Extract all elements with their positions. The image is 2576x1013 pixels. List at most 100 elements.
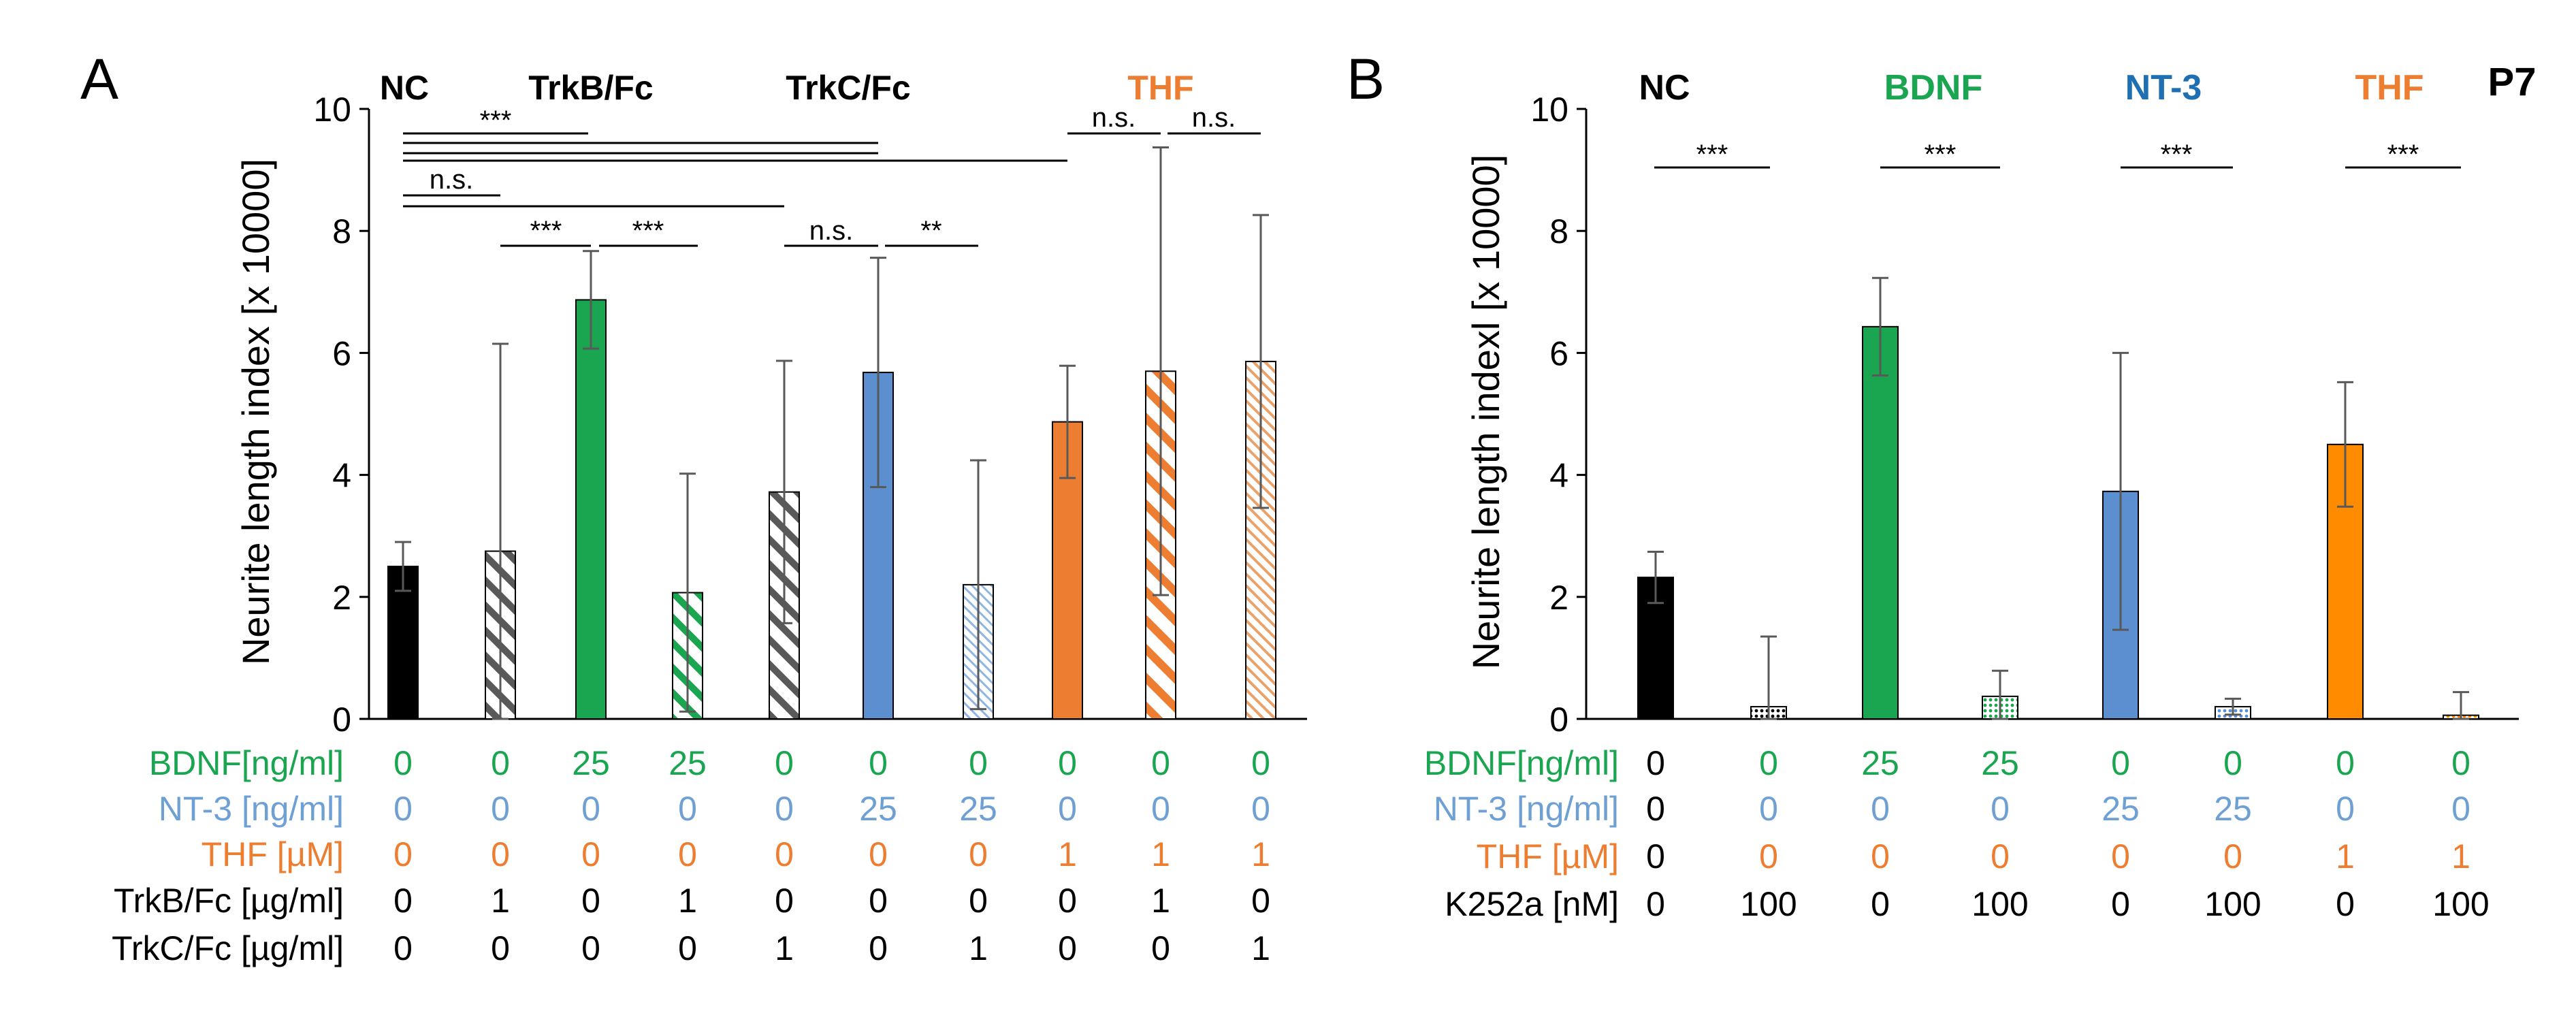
- condition-value: 0: [2451, 744, 2470, 782]
- condition-value: 0: [678, 929, 697, 967]
- panel-a-y-ticks: 0 2 4 6 8 10: [313, 91, 369, 739]
- condition-value: 100: [2204, 885, 2261, 923]
- condition-value: 0: [1151, 929, 1170, 967]
- condition-row-label: NT-3 [ng/ml]: [159, 790, 344, 828]
- y-tick-label: 10: [313, 91, 351, 129]
- panel-b-y-ticks: 0 2 4 6 8 10: [1530, 91, 1586, 739]
- condition-row-label: BDNF[ng/ml]: [149, 744, 344, 782]
- condition-value: 0: [2336, 744, 2355, 782]
- condition-value: 0: [1646, 790, 1665, 828]
- condition-value: 0: [1058, 790, 1077, 828]
- panel-b-tag: P7: [2488, 60, 2537, 104]
- condition-value: 0: [491, 744, 510, 782]
- y-tick-label: 6: [332, 334, 351, 372]
- condition-value: 0: [1991, 837, 2010, 875]
- panel-a-header-trkb: TrkB/Fc: [528, 69, 653, 107]
- condition-value: 0: [1871, 885, 1890, 923]
- condition-value: 0: [393, 790, 413, 828]
- condition-value: 0: [678, 790, 697, 828]
- condition-value: 1: [1251, 835, 1270, 873]
- condition-value: 100: [2432, 885, 2489, 923]
- condition-value: 0: [2336, 790, 2355, 828]
- panel-b-header-bdnf: BDNF: [1884, 68, 1982, 108]
- y-tick-label: 0: [332, 701, 351, 739]
- sig-label: ***: [1696, 140, 1728, 170]
- condition-row-label: BDNF[ng/ml]: [1424, 744, 1619, 782]
- sig-label: **: [920, 216, 941, 246]
- condition-value: 0: [869, 744, 888, 782]
- panel-a-significance: [403, 132, 1261, 247]
- sig-label: n.s.: [1192, 103, 1236, 133]
- condition-value: 0: [2223, 837, 2242, 875]
- condition-value: 1: [1251, 929, 1270, 967]
- condition-value: 0: [2111, 837, 2130, 875]
- sig-label: n.s.: [809, 216, 853, 246]
- y-tick-label: 0: [1549, 701, 1568, 739]
- condition-value: 1: [2336, 837, 2355, 875]
- condition-value: 0: [1251, 882, 1270, 920]
- panel-a-header-trkc: TrkC/Fc: [786, 69, 910, 107]
- condition-value: 0: [1646, 885, 1665, 923]
- sig-label: ***: [2161, 140, 2193, 170]
- panel-a-header-nc: NC: [380, 69, 429, 107]
- panel-a-bars: [387, 146, 1276, 720]
- condition-value: 0: [1251, 744, 1270, 782]
- condition-value: 0: [1058, 744, 1077, 782]
- condition-value: 25: [1981, 744, 2019, 782]
- condition-value: 1: [1151, 835, 1170, 873]
- condition-value: 0: [1058, 882, 1077, 920]
- panel-b-condition-table: BDNF[ng/ml] 0 0 25 25 0 0 0 0 NT-3 [ng/ml] 0 0 0 0 25 2…: [1424, 744, 2490, 923]
- condition-value: 0: [869, 929, 888, 967]
- condition-value: 0: [1759, 744, 1778, 782]
- y-tick-label: 8: [1549, 212, 1568, 251]
- condition-value: 0: [581, 882, 600, 920]
- panel-b-header-nt3: NT-3: [2125, 68, 2202, 108]
- condition-value: 0: [969, 835, 988, 873]
- condition-value: 0: [1646, 837, 1665, 875]
- condition-value: 0: [775, 790, 794, 828]
- condition-value: 0: [2111, 744, 2130, 782]
- condition-value: 0: [491, 929, 510, 967]
- condition-value: 0: [1991, 790, 2010, 828]
- condition-value: 0: [2223, 744, 2242, 782]
- condition-row-label: TrkC/Fc [µg/ml]: [112, 929, 344, 967]
- condition-value: 0: [869, 882, 888, 920]
- condition-value: 0: [581, 790, 600, 828]
- condition-value: 0: [775, 882, 794, 920]
- condition-value: 0: [393, 929, 413, 967]
- condition-value: 100: [1971, 885, 2028, 923]
- bar: [1862, 325, 1899, 720]
- condition-value: 25: [1861, 744, 1899, 782]
- condition-value: 0: [1151, 744, 1170, 782]
- sig-label: ***: [632, 216, 664, 246]
- sig-label: ***: [480, 106, 512, 135]
- y-tick-label: 2: [332, 579, 351, 617]
- condition-value: 1: [969, 929, 988, 967]
- condition-value: 0: [678, 835, 697, 873]
- condition-value: 0: [1871, 837, 1890, 875]
- condition-value: 0: [1058, 929, 1077, 967]
- condition-value: 25: [2102, 790, 2140, 828]
- condition-value: 0: [2336, 885, 2355, 923]
- condition-value: 1: [1151, 882, 1170, 920]
- sig-label: n.s.: [1092, 103, 1136, 133]
- panel-b: B P7 Neurite length indexl [x 10000] 0 2 4…: [1347, 47, 2536, 923]
- condition-row-label: THF [µM]: [202, 835, 344, 873]
- y-tick-label: 8: [332, 212, 351, 251]
- condition-value: 0: [1759, 790, 1778, 828]
- condition-value: 0: [969, 744, 988, 782]
- condition-value: 1: [775, 929, 794, 967]
- bar: [575, 299, 607, 720]
- condition-value: 0: [1251, 790, 1270, 828]
- sig-label: ***: [2387, 140, 2419, 170]
- condition-value: 0: [969, 882, 988, 920]
- condition-value: 25: [2214, 790, 2252, 828]
- y-tick-label: 6: [1549, 334, 1568, 372]
- condition-value: 100: [1740, 885, 1797, 923]
- panel-a-condition-table: BDNF[ng/ml] 0 0 25 25 0 0 0 0 0 0 NT-3 [ng/ml] 0 0 0 0 0…: [112, 744, 1270, 967]
- condition-value: 0: [393, 835, 413, 873]
- condition-value: 0: [2451, 790, 2470, 828]
- condition-value: 0: [1151, 790, 1170, 828]
- panel-b-y-axis-label: Neurite length indexl [x 10000]: [1464, 155, 1507, 670]
- condition-value: 1: [1058, 835, 1077, 873]
